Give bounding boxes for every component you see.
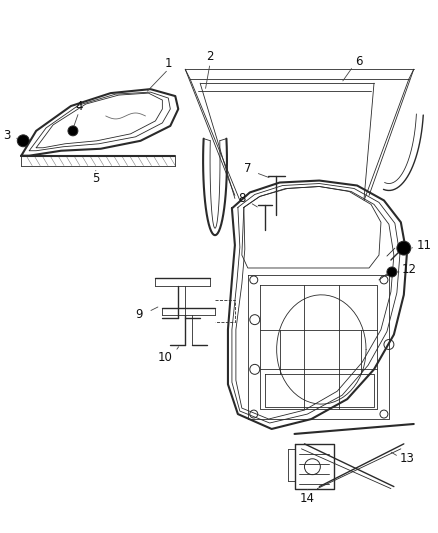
- Text: 13: 13: [399, 453, 414, 465]
- Text: 7: 7: [244, 162, 251, 175]
- Text: 14: 14: [300, 492, 315, 505]
- Text: 11: 11: [416, 239, 431, 252]
- Text: 1: 1: [165, 57, 172, 70]
- Text: 10: 10: [158, 351, 173, 364]
- Circle shape: [17, 135, 29, 147]
- Text: 4: 4: [75, 100, 83, 112]
- Text: 3: 3: [4, 130, 11, 142]
- Circle shape: [397, 241, 411, 255]
- Text: 8: 8: [238, 192, 246, 205]
- Text: 9: 9: [135, 308, 142, 321]
- Circle shape: [68, 126, 78, 136]
- Text: 12: 12: [401, 263, 416, 277]
- Text: 5: 5: [92, 172, 99, 185]
- Text: 6: 6: [355, 55, 363, 68]
- Text: 2: 2: [206, 50, 214, 63]
- Circle shape: [387, 267, 397, 277]
